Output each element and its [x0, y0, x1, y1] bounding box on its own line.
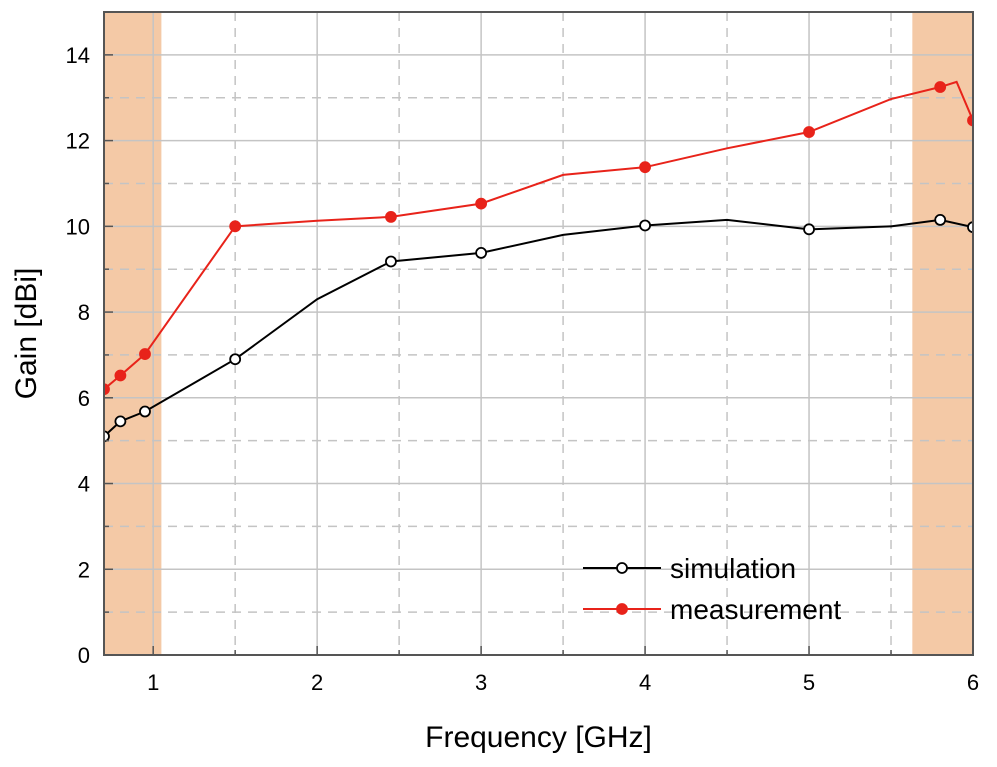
measurement-point — [385, 211, 397, 223]
simulation-point — [385, 255, 397, 268]
axis-ticks — [104, 11, 974, 656]
y-tick-label: 4 — [78, 472, 90, 497]
data-series — [104, 80, 973, 443]
simulation-point — [114, 415, 127, 428]
series-measurement — [104, 80, 973, 396]
measurement-point — [139, 348, 151, 360]
measurement-point — [475, 197, 488, 210]
y-axis-title: Gain [dBi] — [10, 268, 43, 400]
y-tick-label: 0 — [78, 643, 90, 668]
x-tick-label: 4 — [639, 670, 651, 695]
simulation-point — [229, 353, 242, 366]
x-tick-label: 5 — [803, 670, 815, 695]
simulation-line — [104, 218, 973, 438]
grid-lines — [104, 12, 973, 655]
simulation-point — [639, 219, 651, 232]
measurement-line — [104, 80, 973, 390]
y-tick-label: 6 — [78, 386, 90, 411]
measurement-point — [967, 114, 973, 127]
shaded-band-1 — [912, 12, 973, 655]
simulation-point — [803, 223, 815, 236]
shaded-band-0 — [104, 12, 162, 655]
simulation-point — [967, 221, 973, 234]
y-tick-label: 2 — [78, 557, 90, 582]
simulation-point — [934, 214, 947, 226]
series-simulation — [104, 214, 973, 443]
x-tick-label: 3 — [475, 670, 487, 695]
legend-marker-simulation — [616, 562, 628, 574]
y-tick-label: 12 — [66, 129, 90, 154]
simulation-point — [104, 430, 110, 443]
legend-label-simulation: simulation — [670, 553, 796, 584]
y-tick-label: 10 — [66, 214, 90, 239]
x-tick-label: 2 — [311, 670, 323, 695]
y-tick-label: 14 — [66, 43, 90, 68]
legend-label-measurement: measurement — [670, 594, 841, 625]
legend-marker-measurement — [616, 603, 628, 615]
simulation-point — [475, 247, 488, 259]
plot-frame — [103, 11, 974, 656]
legend: simulation measurement — [583, 553, 841, 625]
measurement-point — [934, 81, 947, 93]
x-tick-label: 1 — [147, 670, 159, 695]
shaded-bands — [104, 12, 973, 655]
y-tick-label: 8 — [78, 300, 90, 325]
simulation-point — [139, 405, 151, 418]
measurement-point — [803, 126, 815, 138]
measurement-point — [229, 220, 242, 233]
measurement-point — [104, 383, 110, 396]
measurement-point — [639, 161, 651, 174]
x-tick-label: 6 — [967, 670, 979, 695]
measurement-point — [114, 369, 127, 382]
x-axis-title: Frequency [GHz] — [425, 721, 652, 754]
